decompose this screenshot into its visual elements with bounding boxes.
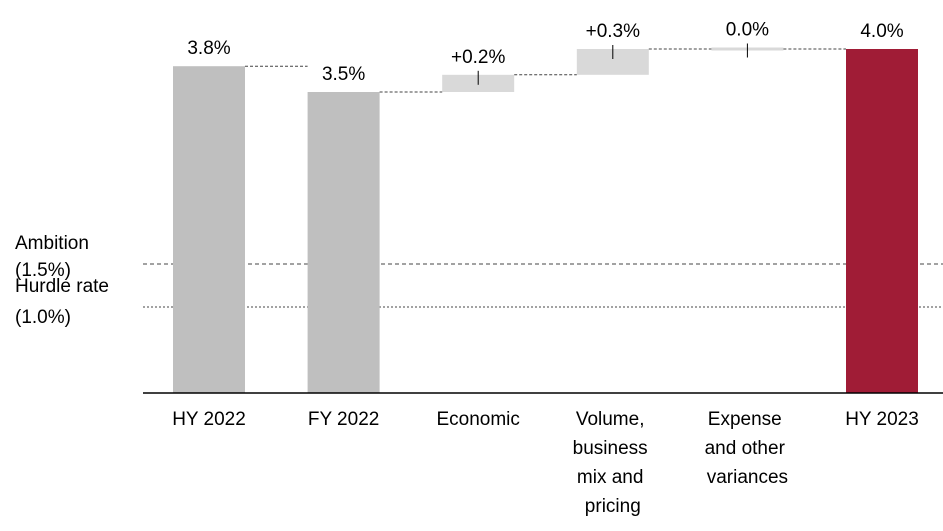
x-tick-line: mix and <box>577 467 649 488</box>
x-tick-line: and other <box>705 438 791 459</box>
value-label: +0.3% <box>586 21 641 42</box>
x-tick-line: FY 2022 <box>308 409 379 430</box>
x-tick-line: Economic <box>436 409 519 430</box>
x-tick-label: Economic <box>436 409 519 430</box>
x-tick-line: variances <box>707 467 788 488</box>
reference-value-label: (1.5%) <box>15 260 71 281</box>
x-tick-label: FY 2022 <box>308 409 379 430</box>
x-tick-line: business <box>573 438 653 459</box>
value-label: 4.0% <box>860 21 903 42</box>
x-tick-line: pricing <box>585 496 641 517</box>
reference-label: Ambition <box>15 233 89 254</box>
x-tick-label: Volume, business mix and pricing <box>573 409 653 517</box>
x-tick-line: Volume, <box>576 409 650 430</box>
reference-value-label: (1.0%) <box>15 307 71 328</box>
value-label: 3.5% <box>322 64 365 85</box>
x-tick-label: HY 2022 <box>172 409 246 430</box>
value-label: 0.0% <box>726 20 769 41</box>
x-tick-label: Expense and other variances <box>705 409 791 488</box>
value-label: 3.8% <box>187 38 230 59</box>
x-tick-line: HY 2022 <box>172 409 246 430</box>
bar <box>173 66 245 393</box>
bar <box>307 92 380 393</box>
bar <box>846 49 918 393</box>
x-tick-label: HY 2023 <box>845 409 919 430</box>
value-label: +0.2% <box>451 47 506 68</box>
x-tick-line: Expense <box>708 409 787 430</box>
reference-label: Hurdle rate <box>15 276 109 297</box>
x-tick-line: HY 2023 <box>845 409 919 430</box>
